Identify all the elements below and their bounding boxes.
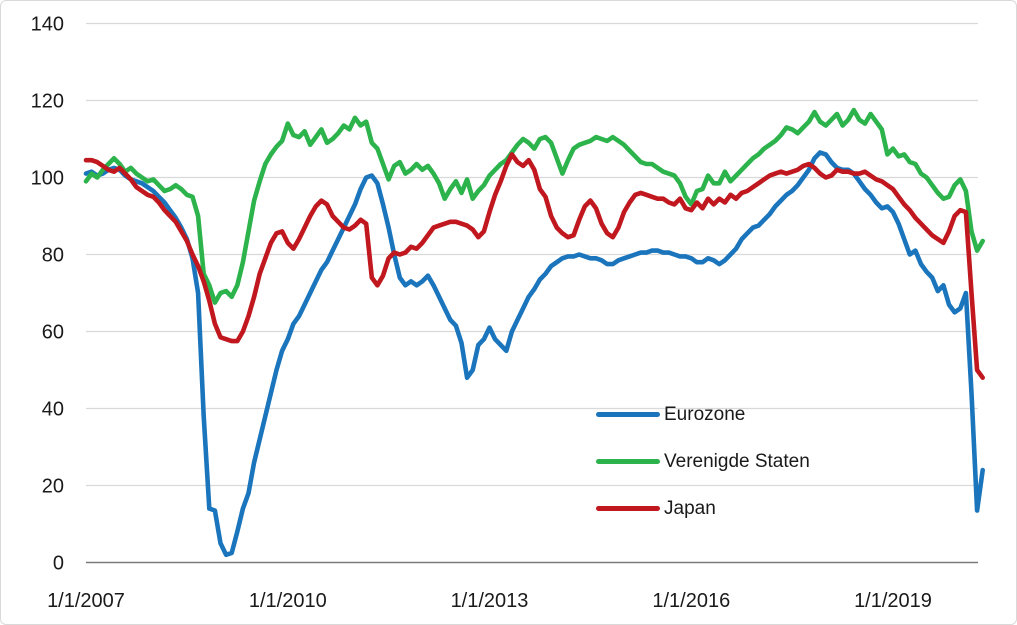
x-tick-label-1-1-2007: 1/1/2007 bbox=[47, 590, 125, 612]
y-tick-label-0: 0 bbox=[53, 553, 64, 575]
x-tick-label-1-1-2019: 1/1/2019 bbox=[854, 590, 932, 612]
series-line-verenigde-staten bbox=[83, 107, 986, 305]
series-line-japan bbox=[83, 152, 986, 381]
y-tick-label-60: 60 bbox=[42, 322, 64, 344]
y-tick-label-80: 80 bbox=[42, 245, 64, 267]
legend-item-japan: Japan bbox=[596, 485, 810, 532]
legend-line-swatch-japan bbox=[596, 506, 660, 511]
y-tick-label-120: 120 bbox=[31, 91, 64, 113]
legend-item-verenigde-staten: Verenigde Staten bbox=[596, 438, 810, 485]
legend-line-swatch-eurozone bbox=[596, 412, 660, 417]
chart-legend: Eurozone Verenigde Staten Japan bbox=[596, 391, 810, 532]
legend-line-swatch-verenigde-staten bbox=[596, 459, 660, 464]
legend-item-eurozone: Eurozone bbox=[596, 391, 810, 438]
x-tick-label-1-1-2013: 1/1/2013 bbox=[451, 590, 529, 612]
y-tick-label-100: 100 bbox=[31, 168, 64, 190]
series-line-eurozone bbox=[83, 150, 986, 558]
y-tick-label-40: 40 bbox=[42, 399, 64, 421]
y-tick-label-140: 140 bbox=[31, 14, 64, 36]
x-tick-label-1-1-2010: 1/1/2010 bbox=[249, 590, 327, 612]
legend-label: Eurozone bbox=[664, 403, 746, 425]
y-tick-label-20: 20 bbox=[42, 476, 64, 498]
x-tick-label-1-1-2016: 1/1/2016 bbox=[652, 590, 730, 612]
legend-label: Verenigde Staten bbox=[664, 450, 810, 472]
legend-label: Japan bbox=[664, 497, 716, 519]
